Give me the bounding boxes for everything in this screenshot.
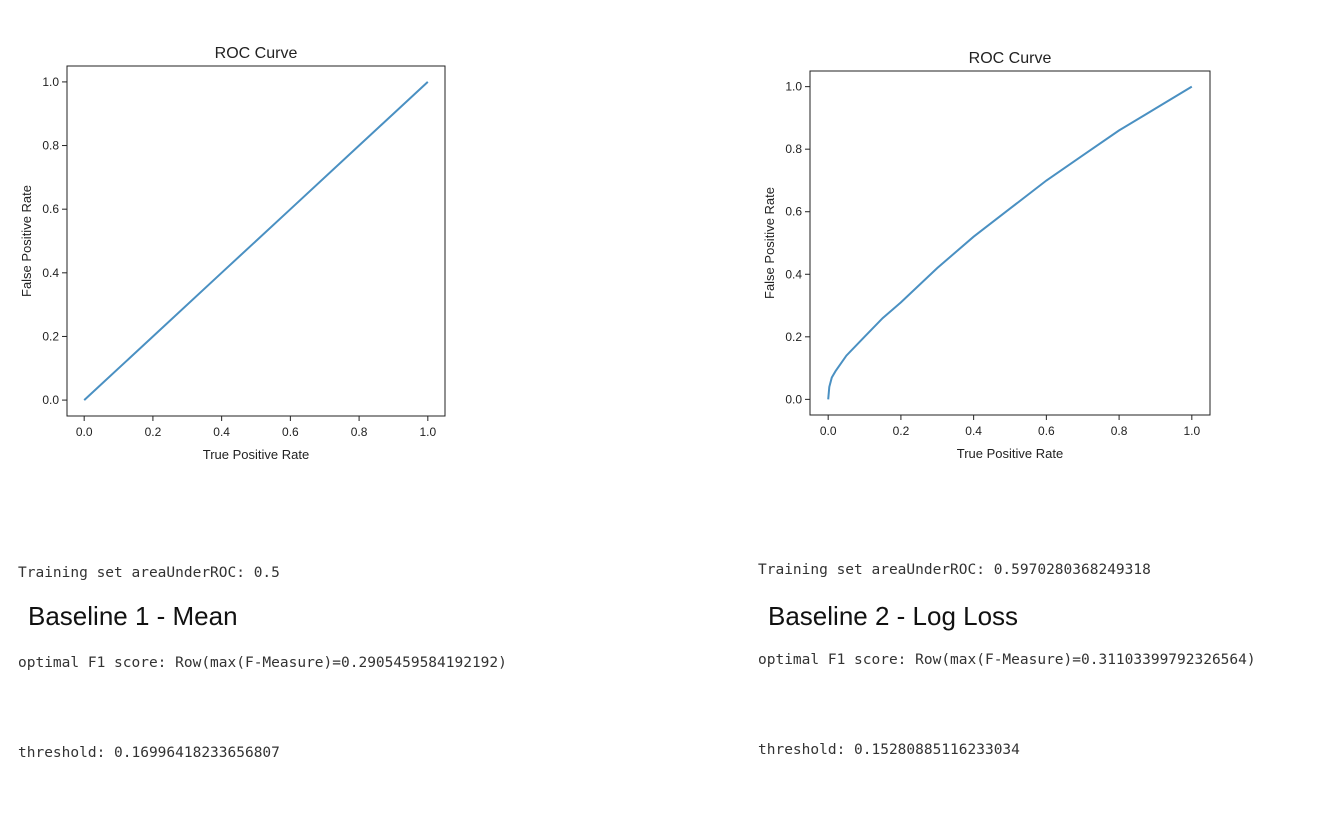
- metric-auc: Training set areaUnderROC: 0.59702803682…: [758, 562, 1151, 578]
- y-axis-label: False Positive Rate: [762, 187, 777, 299]
- y-tick-label: 1.0: [785, 80, 802, 94]
- plot-frame: [66, 65, 446, 417]
- x-tick-label: 0.4: [965, 424, 982, 438]
- metric-auc: Training set areaUnderROC: 0.5: [18, 565, 280, 581]
- x-axis-label: True Positive Rate: [203, 447, 309, 462]
- y-tick-label: 0.2: [42, 329, 59, 343]
- x-tick-label: 1.0: [1183, 424, 1200, 438]
- y-tick-label: 0.0: [785, 392, 802, 406]
- y-tick-label: 0.4: [785, 267, 802, 281]
- metric-threshold: threshold: 0.16996418233656807: [18, 745, 280, 761]
- roc-series-line: [827, 85, 1193, 400]
- panel-caption: Baseline 2 - Log Loss: [768, 601, 1019, 631]
- x-tick-label: 0.2: [893, 424, 910, 438]
- x-tick-label: 0.0: [820, 424, 837, 438]
- y-tick-label: 1.0: [42, 75, 59, 89]
- metrics-block-baseline-2: Training set areaUnderROC: 0.59702803682…: [758, 495, 1256, 825]
- x-tick-label: 0.2: [145, 425, 162, 439]
- plot-frame: [809, 70, 1211, 416]
- y-tick-label: 0.6: [785, 205, 802, 219]
- roc-chart-baseline-1: ROC Curve 0.0 0.2 0.4 0.6 0.8 1.0 0.0 0.2 0.4 0.6 0…: [19, 45, 446, 462]
- x-tick-label: 1.0: [419, 425, 436, 439]
- y-tick-label: 0.6: [42, 202, 59, 216]
- x-tick-label: 0.8: [351, 425, 368, 439]
- roc-panel-baseline-1: ROC Curve 0.0 0.2 0.4 0.6 0.8 1.0 0.0 0.2 0.4 0.6 0…: [0, 0, 660, 761]
- roc-series-line: [83, 81, 429, 401]
- x-tick-label: 0.6: [282, 425, 299, 439]
- y-tick-label: 0.8: [785, 142, 802, 156]
- x-tick-label: 0.8: [1111, 424, 1128, 438]
- metric-f1: optimal F1 score: Row(max(F-Measure)=0.2…: [18, 655, 507, 671]
- roc-chart-baseline-2: ROC Curve 0.0 0.2 0.4 0.6 0.8 1.0 0.0 0.2 0.4 0.6 0…: [762, 50, 1211, 461]
- y-tick-label: 0.8: [42, 139, 59, 153]
- y-tick-label: 0.0: [42, 393, 59, 407]
- x-tick-label: 0.0: [76, 425, 93, 439]
- y-tick-label: 0.4: [42, 266, 59, 280]
- panel-caption: Baseline 1 - Mean: [28, 601, 238, 631]
- y-tick-label: 0.2: [785, 330, 802, 344]
- metric-f1: optimal F1 score: Row(max(F-Measure)=0.3…: [758, 652, 1256, 668]
- metric-threshold: threshold: 0.15280885116233034: [758, 742, 1020, 758]
- y-axis-label: False Positive Rate: [19, 185, 34, 297]
- x-tick-label: 0.4: [213, 425, 230, 439]
- x-axis-label: True Positive Rate: [957, 446, 1063, 461]
- chart-title: ROC Curve: [215, 45, 298, 62]
- x-tick-label: 0.6: [1038, 424, 1055, 438]
- roc-panel-baseline-2: ROC Curve 0.0 0.2 0.4 0.6 0.8 1.0 0.0 0.2 0.4 0.6 0…: [740, 0, 1333, 758]
- chart-title: ROC Curve: [969, 50, 1052, 67]
- metrics-block-baseline-1: Training set areaUnderROC: 0.5 optimal F…: [18, 498, 507, 828]
